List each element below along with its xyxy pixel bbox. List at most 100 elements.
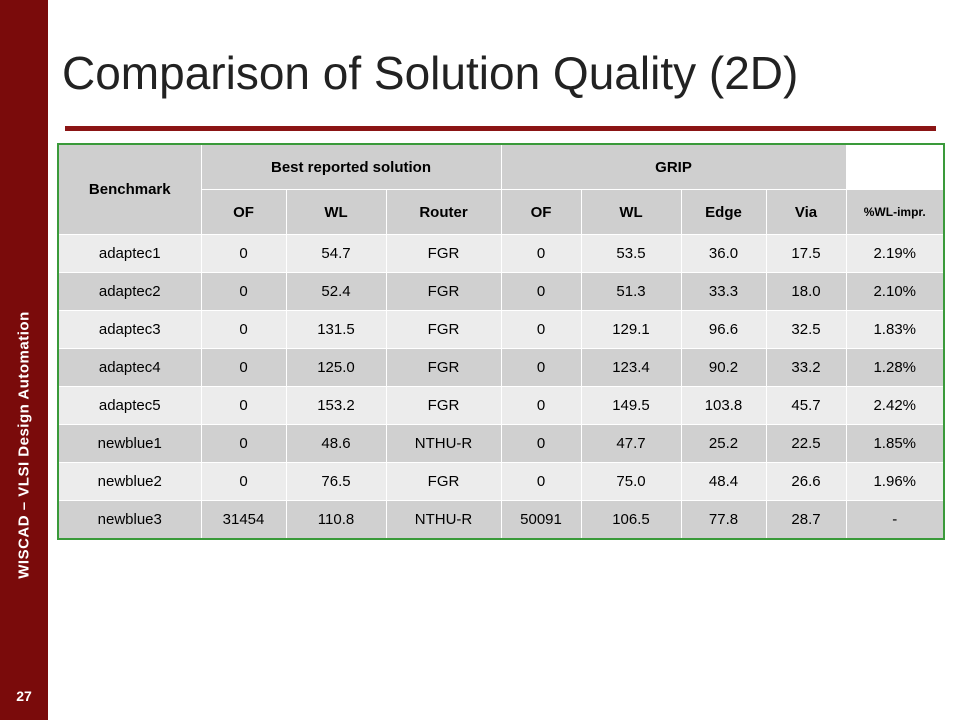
table-cell: 32.5 <box>765 310 847 349</box>
slide-title: Comparison of Solution Quality (2D) <box>62 47 799 99</box>
table-cell: 52.4 <box>285 272 387 311</box>
header-cell: Benchmark <box>57 143 202 235</box>
table-cell: 153.2 <box>285 386 387 425</box>
title-rule <box>65 126 936 131</box>
table-row: adaptec5 0 153.2 FGR 0 149.5 103.8 45.7 2.42% <box>57 386 945 425</box>
table-cell: 54.7 <box>285 234 387 273</box>
table-cell: 1.83% <box>845 310 945 349</box>
table-cell: 17.5 <box>765 234 847 273</box>
header-cell: Edge <box>680 189 767 235</box>
table-cell: 36.0 <box>680 234 767 273</box>
table-cell: FGR <box>385 310 502 349</box>
table-cell: 90.2 <box>680 348 767 387</box>
table-cell: 22.5 <box>765 424 847 463</box>
table-cell: 50091 <box>500 500 582 540</box>
table-cell: FGR <box>385 234 502 273</box>
table-row: adaptec1 0 54.7 FGR 0 53.5 36.0 17.5 2.19% <box>57 234 945 273</box>
table-cell: 53.5 <box>580 234 682 273</box>
header-cell: OF <box>200 189 287 235</box>
table-cell: newblue2 <box>57 462 202 501</box>
table-row: newblue3 31454 110.8 NTHU-R 50091 106.5 77.8 28… <box>57 500 945 540</box>
table-cell: adaptec2 <box>57 272 202 311</box>
table-cell: adaptec3 <box>57 310 202 349</box>
table-cell: 75.0 <box>580 462 682 501</box>
table-cell: 0 <box>200 348 287 387</box>
table-cell: 103.8 <box>680 386 767 425</box>
table-cell: 0 <box>200 386 287 425</box>
header-cell: OF <box>500 189 582 235</box>
table-cell: newblue1 <box>57 424 202 463</box>
table-cell: 1.96% <box>845 462 945 501</box>
table-cell: 2.10% <box>845 272 945 311</box>
table-cell: 0 <box>500 272 582 311</box>
table-cell: 0 <box>200 462 287 501</box>
header-cell: Best reported solution <box>200 143 502 190</box>
table-cell: 31454 <box>200 500 287 540</box>
table-cell: FGR <box>385 272 502 311</box>
table-cell: 2.19% <box>845 234 945 273</box>
table-cell: 106.5 <box>580 500 682 540</box>
table-cell: 1.85% <box>845 424 945 463</box>
table-cell: NTHU-R <box>385 424 502 463</box>
table-cell: 96.6 <box>680 310 767 349</box>
table-cell: 129.1 <box>580 310 682 349</box>
table-cell: 1.28% <box>845 348 945 387</box>
header-row: OF WL Router OF WL Edge Via %WL-impr. <box>58 189 945 235</box>
header-cell: WL <box>580 189 682 235</box>
table-cell: adaptec1 <box>57 234 202 273</box>
table-cell: 51.3 <box>580 272 682 311</box>
page-number: 27 <box>16 688 32 704</box>
table-cell: FGR <box>385 348 502 387</box>
table-cell: 0 <box>200 310 287 349</box>
table-cell: 18.0 <box>765 272 847 311</box>
table-cell: NTHU-R <box>385 500 502 540</box>
table-cell: 149.5 <box>580 386 682 425</box>
table-cell: 0 <box>500 424 582 463</box>
comparison-table: Benchmark Best reported solution GRIP OF WL R… <box>57 143 945 540</box>
sidebar <box>0 0 48 720</box>
table-cell: 0 <box>500 348 582 387</box>
table-cell: 28.7 <box>765 500 847 540</box>
table-cell: 33.2 <box>765 348 847 387</box>
table-cell: 48.4 <box>680 462 767 501</box>
header-cell: Via <box>765 189 847 235</box>
table-cell: 33.3 <box>680 272 767 311</box>
header-row: Benchmark Best reported solution GRIP <box>57 143 944 235</box>
table-cell: 0 <box>500 462 582 501</box>
table-cell: adaptec5 <box>57 386 202 425</box>
table-cell: 47.7 <box>580 424 682 463</box>
table-row: adaptec3 0 131.5 FGR 0 129.1 96.6 32.5 1.83% <box>57 310 945 349</box>
table-cell: 125.0 <box>285 348 387 387</box>
table-cell: adaptec4 <box>57 348 202 387</box>
table-cell: newblue3 <box>57 500 202 540</box>
header-cell: Router <box>385 189 502 235</box>
table-cell: 0 <box>200 272 287 311</box>
table-cell: 2.42% <box>845 386 945 425</box>
table-cell: 76.5 <box>285 462 387 501</box>
table-cell: 0 <box>200 424 287 463</box>
header-cell: GRIP <box>500 143 847 190</box>
table-row: adaptec2 0 52.4 FGR 0 51.3 33.3 18.0 2.10% <box>57 272 945 311</box>
table-cell: 48.6 <box>285 424 387 463</box>
sidebar-label: WISCAD – VLSI Design Automation <box>15 311 33 579</box>
table-row: newblue1 0 48.6 NTHU-R 0 47.7 25.2 22.5 1.85% <box>57 424 945 463</box>
table-cell: 131.5 <box>285 310 387 349</box>
table-cell: 123.4 <box>580 348 682 387</box>
table-cell: FGR <box>385 462 502 501</box>
table-cell: 0 <box>200 234 287 273</box>
header-cell: %WL-impr. <box>845 189 945 235</box>
table-row: adaptec4 0 125.0 FGR 0 123.4 90.2 33.2 1.28% <box>57 348 945 387</box>
table-cell: 77.8 <box>680 500 767 540</box>
table-cell: FGR <box>385 386 502 425</box>
table-cell: 25.2 <box>680 424 767 463</box>
table-cell: - <box>845 500 945 540</box>
table-row: newblue2 0 76.5 FGR 0 75.0 48.4 26.6 1.96% <box>57 462 945 501</box>
table-cell: 0 <box>500 234 582 273</box>
table-cell: 26.6 <box>765 462 847 501</box>
header-cell: WL <box>285 189 387 235</box>
table-cell: 45.7 <box>765 386 847 425</box>
table-cell: 0 <box>500 310 582 349</box>
table-cell: 0 <box>500 386 582 425</box>
table-cell: 110.8 <box>285 500 387 540</box>
